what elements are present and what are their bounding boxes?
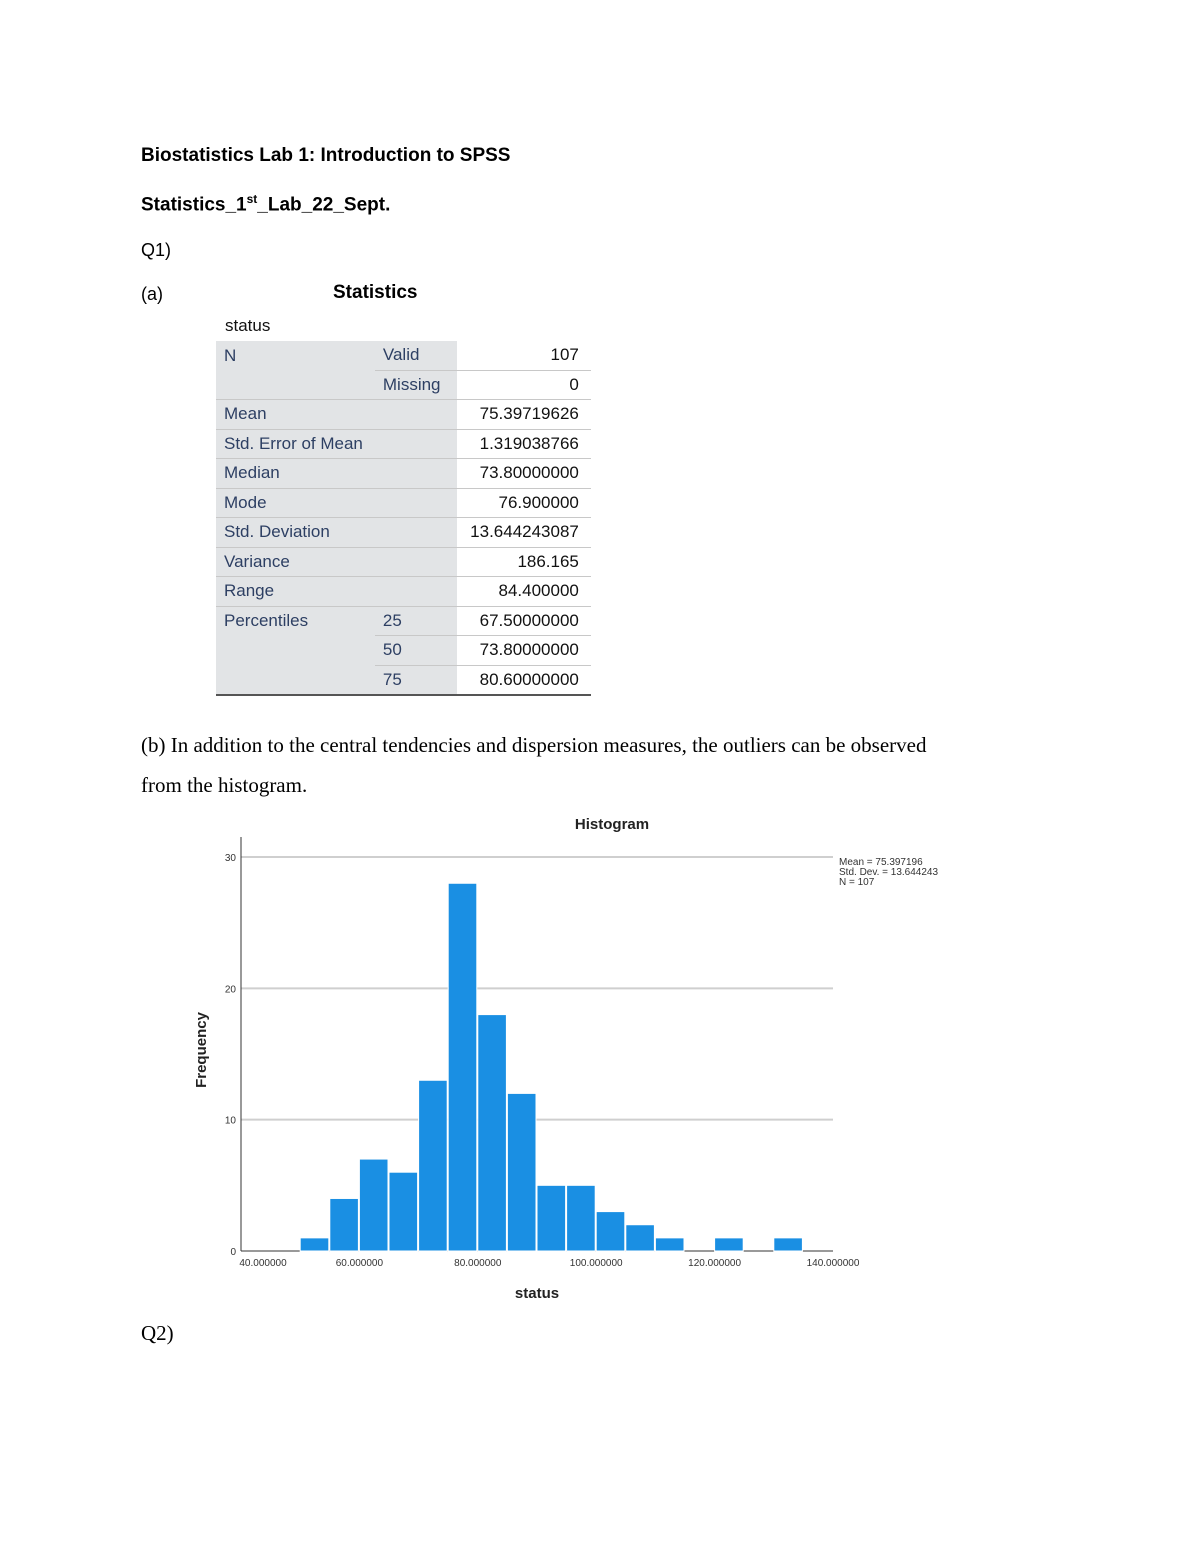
- histogram-bar: [536, 1184, 567, 1252]
- row-sublabel: 50: [374, 635, 457, 666]
- x-tick-label: 80.000000: [454, 1258, 502, 1269]
- row-sublabel: [374, 429, 457, 459]
- statistics-row: Missing 0: [216, 370, 591, 400]
- y-tick-label: 10: [225, 1116, 237, 1127]
- histogram-chart: 0 10 20 30 40.000000 60.000000 80.000000 100.00…: [193, 816, 860, 1302]
- row-value: 75.39719626: [456, 399, 591, 430]
- row-label: Mean: [216, 399, 375, 430]
- statistics-row: Median 73.80000000: [216, 458, 591, 489]
- row-label: N: [216, 341, 375, 370]
- legend-n: N = 107: [839, 877, 875, 888]
- row-sublabel: [374, 488, 457, 518]
- statistics-row: Percentiles 25 67.50000000: [216, 606, 591, 636]
- histogram-bar: [358, 1158, 389, 1252]
- document-title: Biostatistics Lab 1: Introduction to SPS…: [141, 145, 511, 166]
- legend-std-dev: Std. Dev. = 13.644243: [839, 867, 939, 878]
- row-value: 0: [456, 370, 591, 400]
- x-axis-label: status: [515, 1285, 559, 1302]
- row-value: 80.60000000: [456, 665, 591, 696]
- row-value: 1.319038766: [456, 429, 591, 459]
- histogram-bar: [773, 1237, 803, 1252]
- statistics-row: Mode 76.900000: [216, 488, 591, 518]
- row-value: 73.80000000: [456, 458, 591, 489]
- question-1-label: Q1): [141, 240, 172, 260]
- x-tick-label: 60.000000: [336, 1258, 384, 1269]
- row-sublabel: [374, 399, 457, 430]
- statistics-row: N Valid 107: [216, 341, 591, 371]
- row-sublabel: [374, 458, 457, 489]
- x-tick-label: 40.000000: [239, 1258, 287, 1269]
- row-value: 76.900000: [456, 488, 591, 518]
- statistics-row: 50 73.80000000: [216, 635, 591, 666]
- row-label: [216, 665, 375, 696]
- y-tick-label: 20: [225, 984, 237, 995]
- histogram-bar: [299, 1237, 330, 1252]
- row-value: 13.644243087: [456, 517, 591, 548]
- part-b-text-line-1: (b) In addition to the central tendencie…: [141, 733, 927, 757]
- row-label: Median: [216, 458, 375, 489]
- row-value: 186.165: [456, 547, 591, 577]
- row-sublabel: [374, 576, 457, 607]
- statistics-variable-name: status: [225, 316, 271, 335]
- row-sublabel: Missing: [374, 370, 457, 400]
- statistics-table-title: Statistics: [333, 282, 418, 303]
- row-label: Percentiles: [216, 606, 375, 636]
- x-tick-label: 140.000000: [807, 1258, 860, 1269]
- y-axis-label: Frequency: [193, 1011, 210, 1088]
- row-value: 107: [456, 341, 591, 371]
- histogram-bar: [447, 882, 478, 1252]
- part-a-label: (a): [141, 284, 163, 304]
- row-label: [216, 370, 375, 400]
- row-sublabel: [374, 517, 457, 548]
- row-label: [216, 635, 375, 665]
- row-sublabel: [374, 547, 457, 577]
- legend-mean: Mean = 75.397196: [839, 857, 923, 868]
- row-label: Variance: [216, 547, 375, 577]
- statistics-row: Range 84.400000: [216, 576, 591, 607]
- document-subtitle: Statistics_1st_Lab_22_Sept.: [141, 192, 391, 216]
- statistics-row: Variance 186.165: [216, 547, 591, 577]
- y-tick-label: 0: [230, 1247, 236, 1258]
- x-tick-label: 120.000000: [688, 1258, 741, 1269]
- histogram-bar: [418, 1079, 448, 1252]
- statistics-row: Std. Deviation 13.644243087: [216, 517, 591, 548]
- row-value: 84.400000: [456, 576, 591, 607]
- row-label: Std. Error of Mean: [216, 429, 375, 459]
- histogram-bar: [566, 1184, 596, 1252]
- row-value: 67.50000000: [456, 606, 591, 636]
- histogram-title: Histogram: [575, 816, 649, 833]
- statistics-table: N Valid 107 Missing 0 Mean 75.39719626 Std. Err…: [216, 341, 591, 696]
- y-tick-label: 30: [225, 853, 237, 864]
- question-2-label: Q2): [141, 1321, 174, 1345]
- row-label: Std. Deviation: [216, 517, 375, 548]
- statistics-row: Mean 75.39719626: [216, 399, 591, 430]
- histogram-bar: [329, 1197, 359, 1252]
- statistics-row: Std. Error of Mean 1.319038766: [216, 429, 591, 459]
- part-b-text-line-2: from the histogram.: [141, 773, 308, 797]
- histogram-bar: [506, 1092, 537, 1252]
- x-tick-label: 100.000000: [570, 1258, 623, 1269]
- histogram-legend: Mean = 75.397196 Std. Dev. = 13.644243 N…: [839, 858, 938, 888]
- histogram-bar: [595, 1211, 626, 1252]
- row-value: 73.80000000: [456, 635, 591, 666]
- row-label: Mode: [216, 488, 375, 518]
- histogram-bar: [654, 1237, 685, 1252]
- histogram-bar: [625, 1224, 655, 1252]
- histogram-bar: [714, 1237, 744, 1252]
- statistics-row: 75 80.60000000: [216, 665, 591, 696]
- histogram-bar: [388, 1171, 419, 1252]
- row-sublabel: Valid: [374, 341, 457, 371]
- row-sublabel: 75: [374, 665, 457, 696]
- row-sublabel: 25: [374, 606, 457, 636]
- histogram-bar: [477, 1014, 507, 1252]
- row-label: Range: [216, 576, 375, 607]
